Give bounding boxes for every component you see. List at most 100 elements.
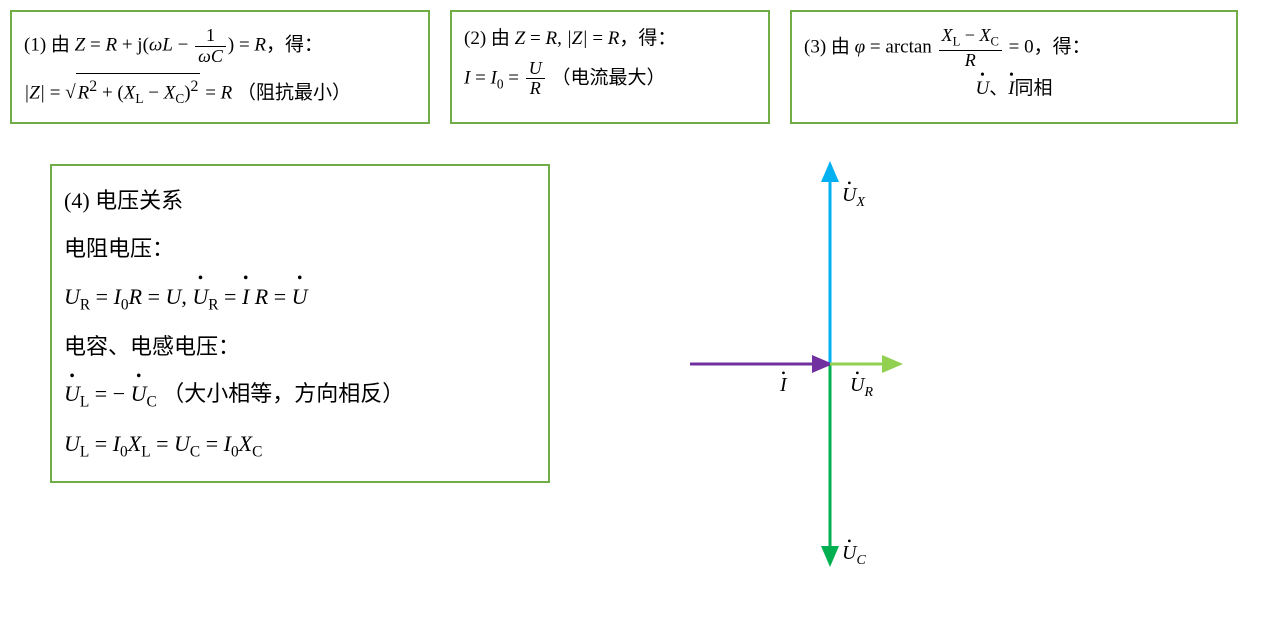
b1-C: C (211, 46, 223, 66)
rp: ) (228, 35, 234, 56)
eq3: = (224, 284, 242, 309)
i-sym: I (780, 374, 787, 397)
b2-frac: U R (526, 59, 545, 100)
b3-phi: φ (855, 37, 866, 58)
b1-omega: ω (149, 35, 162, 56)
b4-I02: I (113, 431, 120, 456)
b1-xcs: C (175, 91, 184, 106)
label-ux: UX (842, 184, 865, 211)
label-i: I (780, 374, 787, 397)
eq4: = (508, 67, 523, 88)
minus: − (178, 35, 193, 56)
b4-Ls: L (80, 394, 89, 411)
b1-omega2: ω (198, 46, 211, 66)
plus: + (122, 35, 137, 56)
b2-R: R (526, 79, 545, 99)
b3-frac: XL − XC R (939, 26, 1002, 70)
comma: , (557, 28, 562, 49)
b2-absz: |Z| (567, 28, 588, 49)
box-2-current: (2) 由 Z = R, |Z| = R，得： I = I0 = U R （电流… (450, 10, 770, 124)
eq: = (96, 284, 114, 309)
eq3: = (475, 67, 490, 88)
eq4: = (274, 284, 292, 309)
b3-zero: 0 (1024, 37, 1034, 58)
b1-note: （阻抗最小） (237, 82, 351, 103)
b1-suf1: ，得： (266, 35, 323, 56)
box3-line1: (3) 由 φ = arctan XL − XC R = 0，得： (804, 26, 1224, 70)
b4-Ls2: L (80, 444, 89, 461)
b4-Cs3: C (252, 444, 262, 461)
b4-Idot: I (242, 276, 249, 318)
eq: = (870, 37, 885, 58)
ux-sub: X (856, 195, 865, 210)
box-4-voltage: (4) 电压关系 电阻电压： UR = I0R = U, UR = I R = … (50, 164, 550, 482)
b3-Idot: I (1008, 76, 1014, 103)
b1-Z: Z (75, 35, 86, 56)
b4-Cs: C (147, 394, 157, 411)
b4-URdot: U (192, 276, 208, 318)
b1-xc: X (164, 82, 176, 103)
label-uc: UC (842, 542, 866, 569)
b4-note-lc: （大小相等，方向相反） (162, 381, 404, 406)
box2-line2: I = I0 = U R （电流最大） (464, 59, 756, 100)
box2-line1: (2) 由 Z = R, |Z| = R，得： (464, 26, 756, 53)
b3-arctan: arctan (885, 37, 931, 58)
b4-R: R (129, 284, 142, 309)
uc-sym: U (842, 542, 856, 565)
b3-prefix: (3) 由 (804, 37, 850, 58)
b4-eq-lc2: UL = I0XL = UC = I0XC (64, 423, 536, 467)
b3-suf: ，得： (1034, 37, 1091, 58)
box1-line1: (1) 由 Z = R + j(ωL − 1 ωC ) = R，得： (24, 26, 416, 67)
b1-frac: 1 ωC (195, 26, 226, 67)
label-ur: UR (850, 374, 873, 401)
b3-xc: X (979, 25, 990, 45)
b3-xls: L (953, 35, 961, 49)
b4-I03: I (224, 431, 231, 456)
b2-z: Z (515, 28, 526, 49)
b1-absz: |Z| (24, 82, 45, 103)
b4-XC: X (239, 431, 252, 456)
b1-Rsq: R (78, 82, 90, 103)
ux-sym: U (842, 184, 856, 207)
b1-p2a: 2 (89, 78, 97, 95)
b4-Udot: U (292, 276, 308, 318)
b4-R2: R (255, 284, 268, 309)
b3-xl: X (942, 25, 953, 45)
b4-UR: U (64, 284, 80, 309)
b2-r: R (545, 28, 557, 49)
b4-z2: 0 (120, 444, 128, 461)
b2-r2: R (608, 28, 620, 49)
b1-R: R (105, 35, 117, 56)
b4-eq-lc1: UL = − UC （大小相等，方向相反） (64, 373, 536, 417)
uc-sub: C (856, 553, 865, 568)
b3-xcs: C (990, 35, 998, 49)
eq: = (530, 28, 545, 49)
b1-p2b: 2 (191, 78, 199, 95)
b4-title: (4) 电压关系 (64, 180, 536, 222)
b2-U: U (526, 59, 545, 80)
b1-xls: L (135, 91, 143, 106)
b1-xl: X (124, 82, 136, 103)
b4-U: U (165, 284, 181, 309)
ur-sym: U (850, 374, 864, 397)
b4-z3: 0 (231, 444, 239, 461)
box1-line2: |Z| = √R2 + (XL − XC)2 = R （阻抗最小） (24, 73, 416, 109)
b3-sep: 、 (989, 78, 1008, 99)
b4-z: 0 (121, 296, 129, 313)
eq3: = (50, 82, 65, 103)
box3-line2: U、I同相 (804, 76, 1224, 103)
eq2: = (1009, 37, 1024, 58)
b1-R3: R (221, 82, 233, 103)
b4-line-lc: 电容、电感电压： (64, 326, 536, 368)
b1-L: L (162, 35, 173, 56)
b4-UL2: U (64, 431, 80, 456)
comma: , (181, 284, 187, 309)
b4-UCdot: U (131, 373, 147, 415)
eq5: = − (95, 381, 125, 406)
b4-XL: X (128, 431, 141, 456)
eq4: = (205, 82, 220, 103)
eq: = (90, 35, 105, 56)
b2-I: I (464, 67, 470, 88)
b1-R2: R (254, 35, 266, 56)
diagram-svg (630, 144, 1030, 584)
